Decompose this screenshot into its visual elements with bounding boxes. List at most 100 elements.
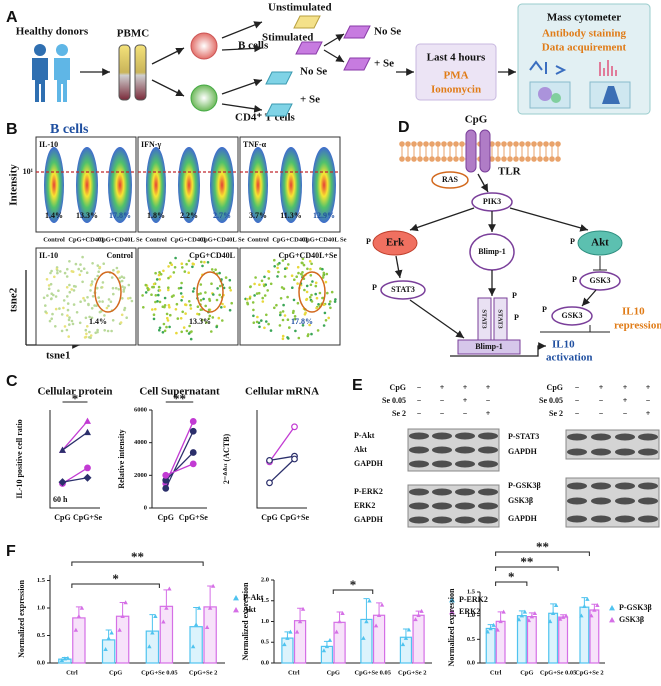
tsne-point	[169, 261, 172, 265]
data-point	[153, 614, 158, 619]
blot-row-label: GAPDH	[354, 515, 384, 524]
data-point	[376, 613, 382, 618]
tsne-point	[82, 267, 86, 271]
activation-arrow	[450, 342, 546, 357]
tsne-point	[189, 307, 193, 310]
y-tick-label: 2.0	[261, 576, 269, 583]
y-tick-label: 10¹	[23, 167, 34, 176]
tsne-point	[57, 289, 60, 293]
significance-bracket	[495, 581, 528, 586]
tsne-point	[161, 331, 165, 334]
significance-label: *	[508, 569, 515, 584]
treatment-sign: +	[463, 383, 468, 392]
tsne-point	[302, 263, 306, 267]
data-point	[190, 644, 196, 649]
tsne-point	[210, 268, 214, 271]
tsne-point	[162, 269, 165, 273]
tsne-point	[50, 269, 53, 273]
arrow	[221, 44, 263, 53]
tsne-point	[316, 329, 320, 332]
tsne-point	[180, 281, 183, 285]
tsne-point	[121, 285, 124, 288]
tsne-point	[317, 303, 320, 306]
tsne-point	[167, 286, 170, 290]
group-label: CpG+CD40L	[170, 236, 208, 243]
data-point	[210, 583, 216, 588]
tsne-point	[56, 269, 59, 272]
tsne-point	[79, 300, 82, 304]
antibody-icon	[529, 60, 567, 75]
tsne-point	[325, 272, 329, 276]
well-plate	[265, 71, 293, 85]
tsne-point	[181, 295, 184, 299]
y-tick-label: 6000	[134, 406, 147, 413]
tsne-point	[293, 315, 297, 318]
tsne-point	[265, 313, 268, 317]
density-cloud	[210, 147, 234, 223]
tsne-point	[310, 293, 313, 297]
tsne-point	[321, 276, 325, 279]
panel-f: F 0.0 0.5 1.0 1.5 Normalized expression Ctrl C…	[6, 539, 652, 677]
tube	[134, 44, 147, 101]
tsne-point	[165, 312, 169, 316]
x-tick-label: CpG+Se 0.05	[540, 669, 577, 676]
tsne-point	[62, 299, 66, 302]
tsne-point	[314, 284, 318, 288]
repression-label: repression	[614, 320, 661, 332]
lipid-head	[435, 141, 441, 147]
tsne-point	[258, 283, 261, 287]
tsne-point	[203, 260, 206, 264]
tsne-point	[123, 286, 126, 289]
tsne-point	[252, 308, 255, 312]
arrow	[151, 47, 185, 65]
tsne-point	[170, 263, 173, 267]
density-cloud	[280, 147, 302, 223]
y-tick-label: 0.0	[467, 659, 475, 666]
tsne-point	[68, 290, 72, 294]
blot-band	[478, 432, 498, 440]
plus-se-label: + Se	[300, 94, 320, 106]
lipid-head	[489, 141, 495, 147]
blot-band	[409, 432, 429, 440]
x-tick-label: CpG+Se 0.05	[141, 669, 178, 676]
tsne-point	[62, 306, 65, 310]
y-tick-label: 1.0	[37, 604, 45, 611]
tsne-point	[214, 268, 217, 272]
tsne-point	[78, 273, 82, 277]
tsne-point	[42, 296, 46, 300]
significance-label: *	[112, 571, 119, 586]
data-point	[109, 630, 114, 635]
data-point	[579, 613, 584, 618]
data-point	[501, 609, 506, 614]
tsne-point	[121, 297, 124, 300]
donors-label: Healthy donors	[16, 26, 89, 38]
data-point	[361, 635, 366, 640]
tsne-point	[212, 293, 215, 296]
tsne-point	[311, 280, 314, 283]
tsne-point	[296, 282, 299, 285]
tsne-point	[117, 288, 121, 291]
tsne-point	[74, 285, 77, 288]
tsne-point	[68, 316, 71, 319]
data-point	[413, 617, 418, 622]
marker-label: IFN-γ	[141, 140, 161, 149]
axes	[256, 410, 307, 509]
tsne-point	[211, 316, 215, 319]
x-tick-label: CpG	[158, 513, 174, 522]
tsne-point	[172, 294, 175, 297]
well-plate	[343, 57, 371, 71]
tsne-point	[67, 335, 70, 338]
tsne-point	[282, 303, 285, 307]
tsne-point	[290, 274, 294, 278]
treatment-label: Se 0.05	[539, 396, 563, 405]
tsne-point	[159, 273, 163, 276]
tsne-point	[91, 295, 95, 298]
point	[189, 427, 197, 435]
tsne-point	[187, 259, 191, 263]
tsne-point	[191, 290, 195, 293]
data-point	[367, 598, 372, 603]
tsne-point	[322, 274, 325, 277]
significance-bracket	[332, 589, 374, 594]
tsne-point	[267, 270, 271, 274]
density-cloud	[44, 147, 64, 223]
